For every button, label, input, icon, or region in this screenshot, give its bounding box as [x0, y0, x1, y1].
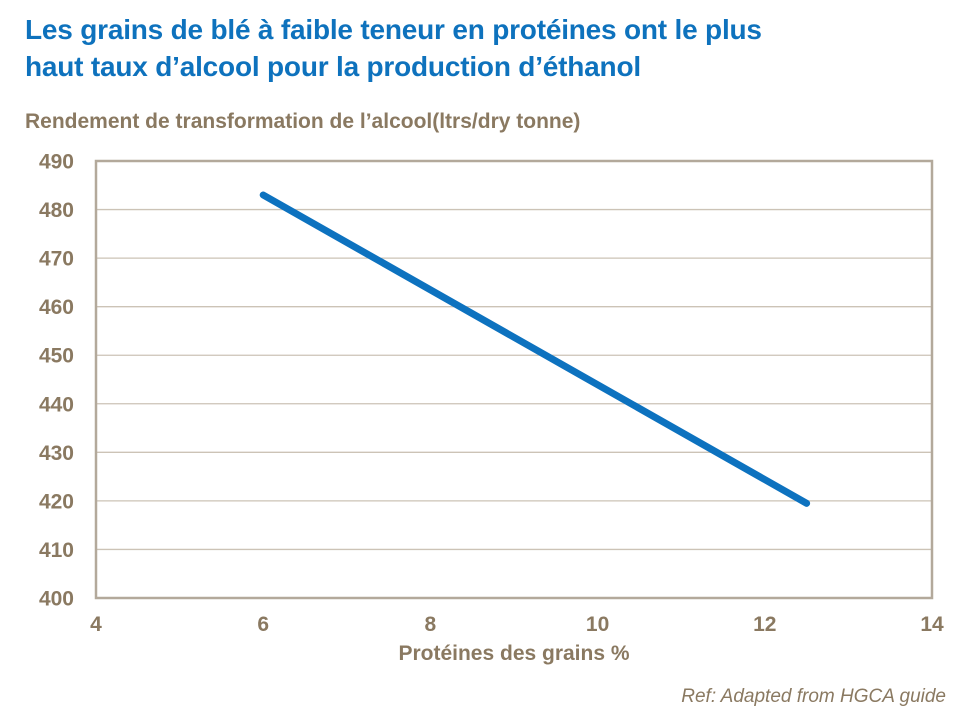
x-axis-title: Protéines des grains % — [398, 642, 630, 665]
reference-note: Ref: Adapted from HGCA guide — [681, 686, 946, 707]
x-tick-label: 8 — [425, 613, 437, 636]
page-title-line1: Les grains de blé à faible teneur en pro… — [25, 14, 762, 45]
y-tick-label: 450 — [39, 345, 74, 368]
y-tick-label: 460 — [39, 296, 74, 319]
y-tick-label: 430 — [39, 442, 74, 465]
x-tick-label: 4 — [90, 613, 102, 636]
x-tick-label: 10 — [586, 613, 609, 636]
x-tick-label: 12 — [753, 613, 776, 636]
y-axis-title: Rendement de transformation de l’alcool(… — [25, 110, 581, 133]
page-title-line2: haut taux d’alcool pour la production d’… — [25, 50, 641, 82]
x-tick-label: 6 — [257, 613, 269, 636]
y-tick-label: 440 — [39, 393, 74, 416]
plot-border — [94, 159, 934, 600]
x-tick-label: 14 — [920, 613, 944, 636]
y-tick-label: 420 — [39, 490, 74, 513]
y-tick-label: 480 — [39, 199, 74, 222]
y-tick-label: 410 — [39, 539, 74, 562]
y-tick-label: 470 — [39, 248, 74, 271]
y-tick-label: 490 — [39, 151, 74, 174]
y-tick-label: 400 — [39, 588, 74, 611]
page-title: Les grains de blé à faible teneur en pro… — [25, 12, 935, 86]
data-line-series — [259, 191, 811, 507]
